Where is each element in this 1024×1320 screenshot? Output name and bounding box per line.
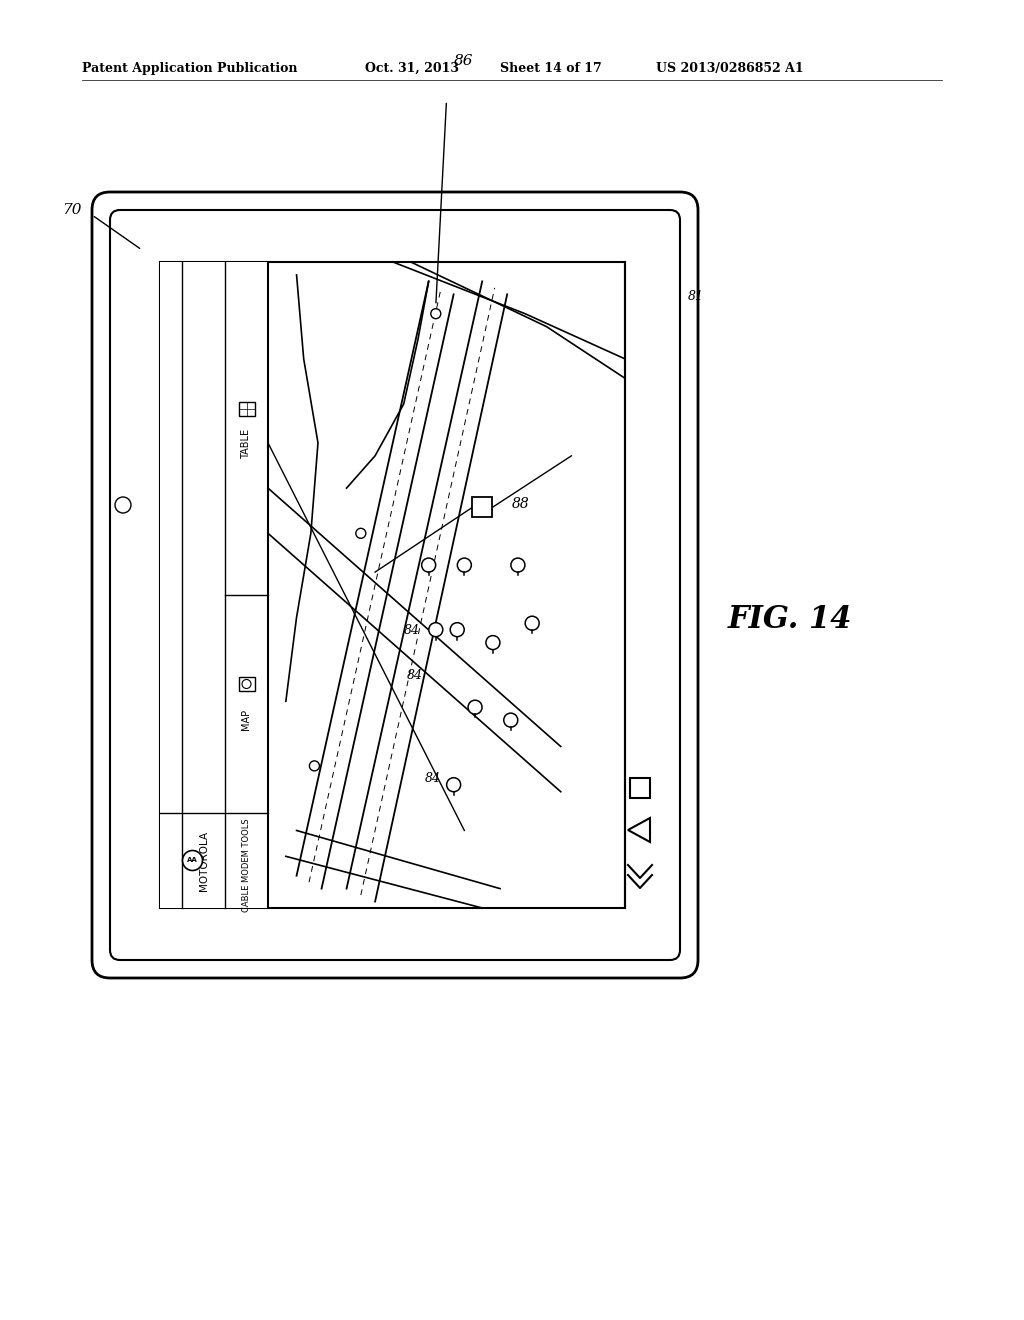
- Circle shape: [115, 498, 131, 513]
- Text: 88: 88: [512, 498, 530, 511]
- Text: 84: 84: [425, 772, 441, 785]
- Circle shape: [431, 309, 440, 318]
- Text: Oct. 31, 2013: Oct. 31, 2013: [365, 62, 459, 75]
- Circle shape: [525, 616, 540, 630]
- Circle shape: [446, 777, 461, 792]
- Bar: [472, 498, 493, 517]
- Text: 86: 86: [454, 54, 473, 69]
- Circle shape: [511, 558, 525, 572]
- Circle shape: [422, 558, 435, 572]
- Text: MOTOROLA: MOTOROLA: [199, 830, 209, 891]
- Circle shape: [309, 760, 319, 771]
- Text: CABLE MODEM TOOLS: CABLE MODEM TOOLS: [242, 818, 251, 912]
- Bar: [160, 261, 625, 908]
- Text: FIG. 14: FIG. 14: [728, 605, 852, 635]
- Circle shape: [242, 680, 251, 689]
- Text: US 2013/0286852 A1: US 2013/0286852 A1: [656, 62, 804, 75]
- FancyBboxPatch shape: [110, 210, 680, 960]
- Circle shape: [458, 558, 471, 572]
- Bar: [239, 677, 255, 690]
- Circle shape: [504, 713, 518, 727]
- Circle shape: [468, 700, 482, 714]
- Text: Sheet 14 of 17: Sheet 14 of 17: [500, 62, 602, 75]
- Circle shape: [355, 528, 366, 539]
- Text: 70: 70: [62, 203, 82, 216]
- Text: 81: 81: [688, 290, 705, 304]
- FancyBboxPatch shape: [92, 191, 698, 978]
- Text: Patent Application Publication: Patent Application Publication: [82, 62, 298, 75]
- Bar: [239, 401, 255, 416]
- Circle shape: [182, 850, 203, 870]
- Bar: [160, 261, 268, 908]
- Circle shape: [486, 636, 500, 649]
- Circle shape: [451, 623, 464, 636]
- Text: TABLE: TABLE: [242, 429, 252, 458]
- Text: 84: 84: [408, 669, 423, 682]
- Text: MAP: MAP: [242, 709, 252, 730]
- Circle shape: [429, 623, 442, 636]
- Text: AA: AA: [187, 858, 198, 863]
- Polygon shape: [628, 818, 650, 842]
- Text: 84: 84: [403, 624, 420, 636]
- Bar: [630, 777, 650, 799]
